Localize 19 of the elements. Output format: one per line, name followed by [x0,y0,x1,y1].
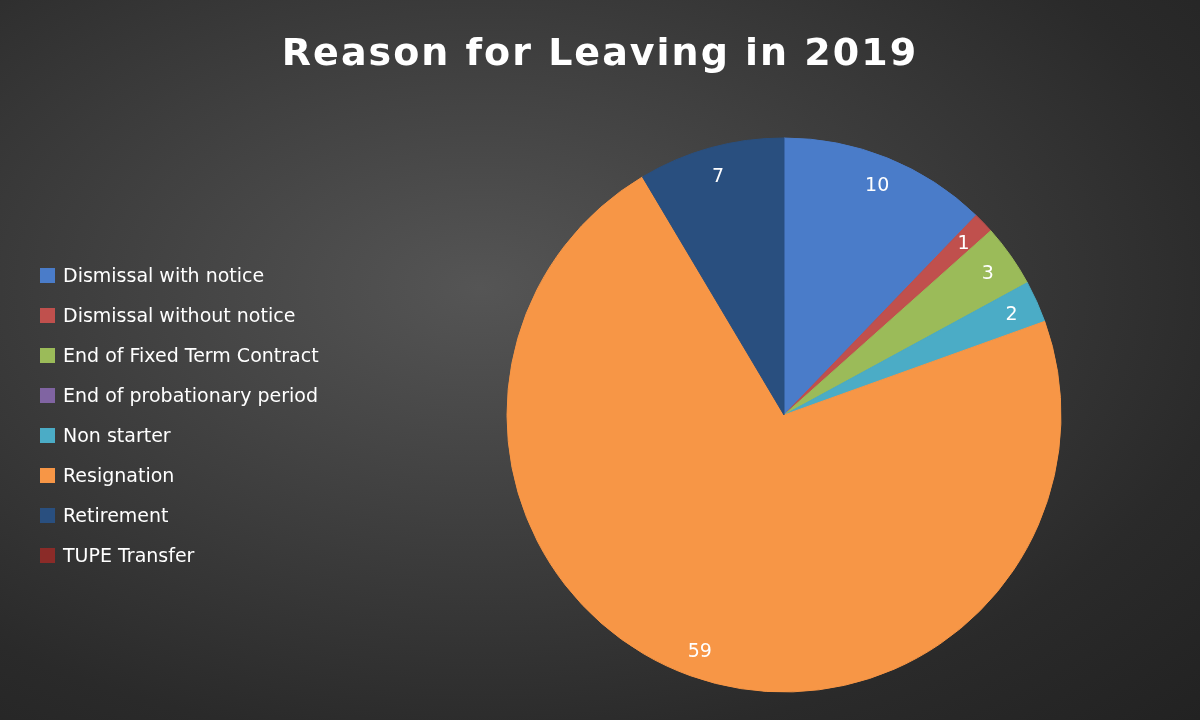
legend-label: Retirement [63,504,169,526]
pie-slice [783,230,1028,416]
pie-slice [783,282,1046,416]
pie-slice [783,214,992,416]
legend-label: Non starter [63,424,171,446]
data-label: 3 [981,260,994,283]
legend-label: End of probationary period [63,384,318,406]
data-label: 10 [865,172,890,195]
chart-title: Reason for Leaving in 2019 [280,30,920,74]
legend-label: Dismissal with notice [63,264,265,286]
data-label: 59 [687,638,712,661]
pie-slice [641,137,785,416]
data-label: 1 [957,231,970,254]
legend-label: End of Fixed Term Contract [63,344,319,366]
data-label: 7 [711,163,724,186]
legend-label: Resignation [63,464,175,486]
legend-label: Dismissal without notice [63,304,296,326]
legend-label: TUPE Transfer [63,544,195,566]
data-label: 2 [1005,302,1018,325]
